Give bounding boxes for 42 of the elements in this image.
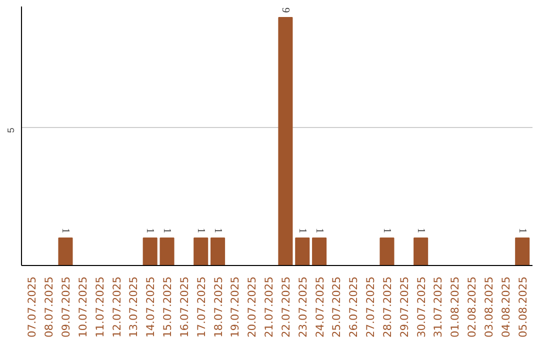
x-tick-label: 17.07.2025 (194, 276, 208, 338)
x-tick-label: 24.07.2025 (313, 276, 326, 338)
data-label: 1 (380, 228, 392, 234)
x-tick-label: 28.07.2025 (380, 276, 394, 338)
x-tick-label: 26.07.2025 (347, 276, 360, 338)
data-label: 9 (279, 8, 290, 13)
x-tick-label: 15.07.2025 (161, 276, 174, 338)
data-label: 1 (313, 228, 324, 234)
x-tick-label: 22.07.2025 (279, 276, 292, 338)
y-tick-label: 5 (6, 128, 16, 133)
x-tick-label: 29.07.2025 (398, 276, 411, 338)
x-tick-label: 11.07.2025 (93, 276, 106, 338)
x-tick-label: 10.07.2025 (76, 276, 90, 338)
data-label: 1 (59, 228, 70, 234)
x-tick-label: 31.07.2025 (432, 276, 445, 338)
x-tick-label: 27.07.2025 (364, 276, 378, 338)
data-label: 1 (144, 228, 156, 234)
x-tick-label: 16.07.2025 (178, 276, 191, 338)
x-tick-label: 05.08.2025 (516, 276, 530, 338)
x-tick-label: 02.08.2025 (466, 276, 479, 338)
x-tick-label: 23.07.2025 (296, 276, 310, 338)
x-tick-label: 07.07.2025 (26, 276, 39, 338)
x-tick-label: 13.07.2025 (127, 276, 140, 338)
x-tick-label: 01.08.2025 (448, 276, 462, 338)
data-label: 1 (516, 228, 528, 234)
data-label: 1 (414, 228, 426, 234)
data-label: 1 (194, 228, 206, 234)
x-tick-label: 03.08.2025 (482, 276, 496, 338)
x-tick-label: 08.07.2025 (42, 276, 56, 338)
x-tick-label: 09.07.2025 (59, 276, 72, 338)
x-tick-label: 20.07.2025 (246, 276, 259, 338)
data-label: 1 (212, 228, 223, 234)
x-tick-label: 19.07.2025 (228, 276, 242, 338)
x-tick-label: 18.07.2025 (212, 276, 225, 338)
x-tick-label: 21.07.2025 (262, 276, 276, 338)
data-label: 1 (296, 228, 308, 234)
x-tick-label: 04.08.2025 (499, 276, 512, 338)
x-tick-label: 12.07.2025 (110, 276, 124, 338)
x-tick-label: 14.07.2025 (144, 276, 158, 338)
data-label: 1 (161, 228, 172, 234)
x-tick-label: 30.07.2025 (414, 276, 428, 338)
x-tick-label: 25.07.2025 (330, 276, 344, 338)
